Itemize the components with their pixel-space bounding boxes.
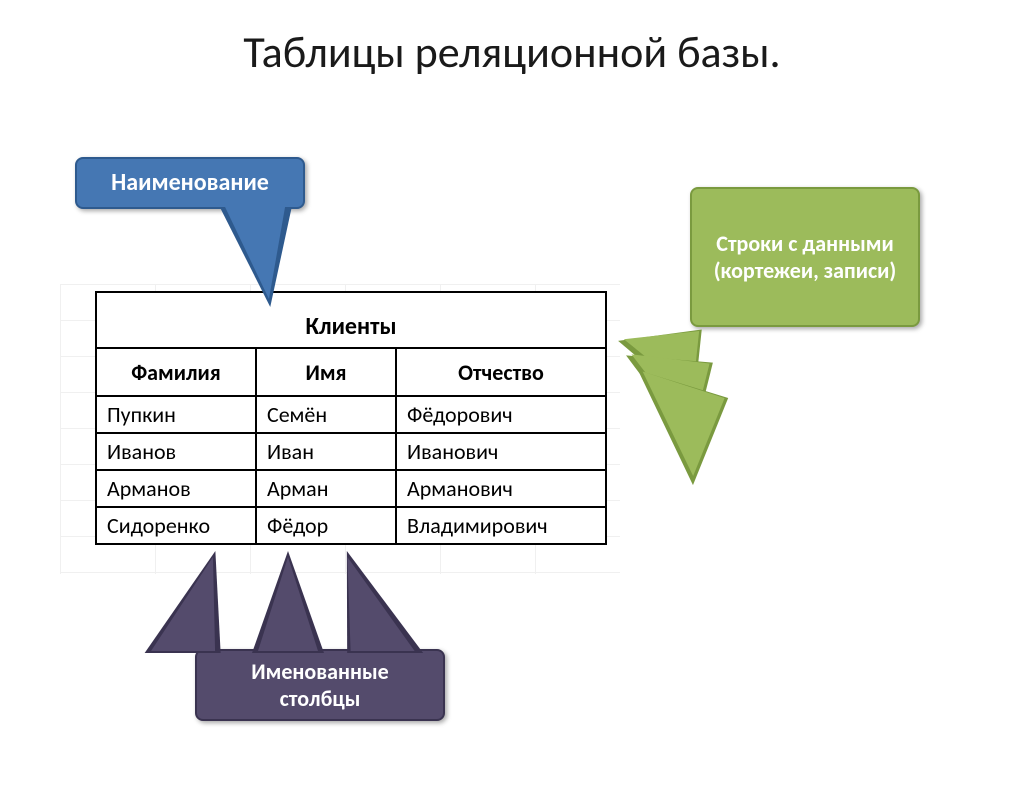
table-row: Арманов Арман Арманович	[96, 470, 606, 507]
table-cell: Арманович	[396, 470, 606, 507]
callout-name: Наименование	[75, 157, 305, 209]
table-cell: Владимирович	[396, 507, 606, 544]
table-cell: Пупкин	[96, 396, 256, 433]
page-title: Таблицы реляционной базы.	[0, 25, 1024, 79]
table-cell: Арманов	[96, 470, 256, 507]
callout-cols-tail-1	[151, 557, 225, 651]
column-header: Фамилия	[96, 348, 256, 396]
table-row: Иванов Иван Иванович	[96, 433, 606, 470]
table-row: Пупкин Семён Фёдорович	[96, 396, 606, 433]
callout-cols-tail-3	[337, 557, 414, 651]
table-cell: Сидоренко	[96, 507, 256, 544]
diagram-area: Наименование Строки с данными (кортежеи,…	[0, 119, 1024, 759]
table-cell: Арман	[256, 470, 396, 507]
relational-table: Клиенты Фамилия Имя Отчество Пупкин Семё…	[95, 291, 607, 545]
table-cell: Фёдорович	[396, 396, 606, 433]
table-cell: Иванович	[396, 433, 606, 470]
table-cell: Фёдор	[256, 507, 396, 544]
callout-cols: Именованные столбцы	[195, 649, 445, 721]
table-cell: Иван	[256, 433, 396, 470]
callout-rows: Строки с данными (кортежеи, записи)	[690, 187, 920, 327]
table-caption: Клиенты	[96, 292, 606, 348]
column-header: Имя	[256, 348, 396, 396]
table-row: Сидоренко Фёдор Владимирович	[96, 507, 606, 544]
table-cell: Семён	[256, 396, 396, 433]
column-header: Отчество	[396, 348, 606, 396]
callout-cols-tail-2	[258, 557, 318, 651]
table-cell: Иванов	[96, 433, 256, 470]
